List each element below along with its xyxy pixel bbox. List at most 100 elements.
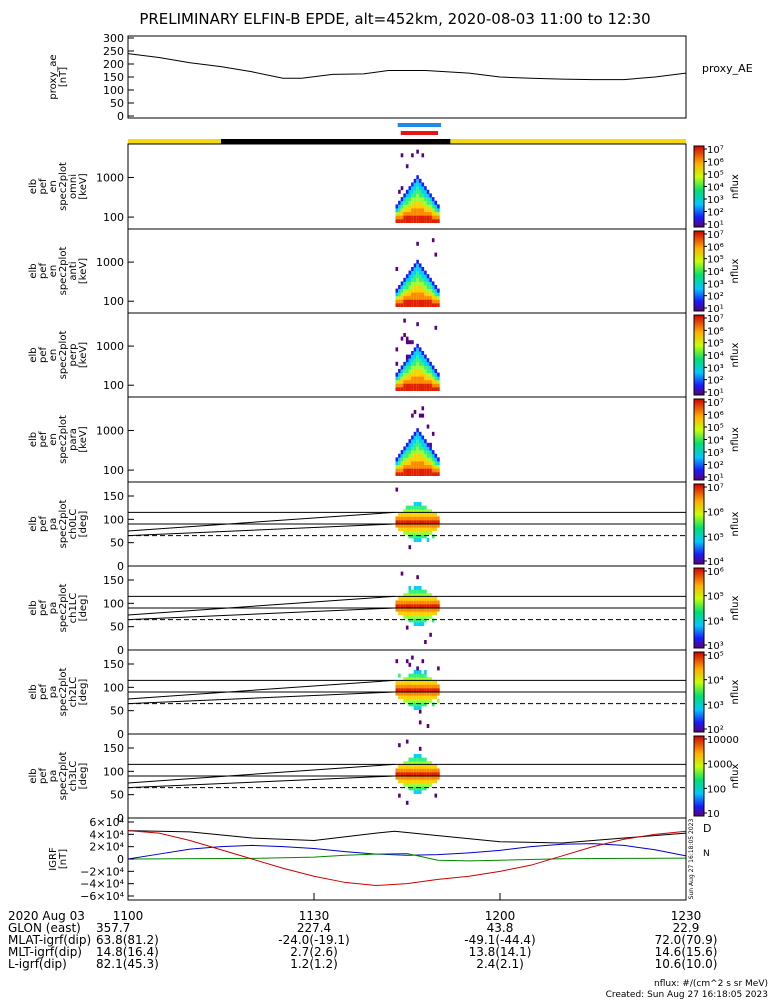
colorbar [693, 651, 705, 733]
heatmap-cell [398, 604, 401, 608]
loss-cone-curve [127, 523, 395, 537]
heatmap-cell [416, 688, 419, 692]
colorbar-tick-label: 10⁵ [707, 532, 724, 543]
heatmap-cell [403, 285, 406, 289]
heatmap-cell [434, 691, 438, 696]
heatmap-cell [426, 424, 430, 429]
heatmap-cell [431, 372, 435, 377]
heatmap-cell [411, 786, 414, 791]
heatmap-cell [431, 295, 435, 300]
y-tick-label: 150 [103, 71, 124, 84]
heatmap-cell [421, 379, 425, 384]
heatmap-cell [398, 303, 401, 307]
heatmap-cell [400, 464, 404, 469]
heatmap-cell [413, 790, 417, 794]
heatmap-cell [418, 611, 422, 616]
heatmap-cell [426, 200, 430, 205]
heatmap-cell [400, 200, 404, 205]
colorbar-tick-label: 10⁵ [707, 255, 724, 266]
heatmap-cell [395, 457, 399, 462]
heatmap-cell [426, 472, 430, 476]
time-tick-label: 1130 [299, 909, 330, 923]
heatmap-cell [411, 698, 414, 703]
heatmap-cell [408, 761, 412, 766]
ephemeris-value: 2.7(2.6) [290, 945, 338, 959]
heatmap-cell [426, 772, 430, 776]
heatmap-cell [416, 450, 419, 455]
heatmap-cell [437, 219, 440, 223]
heatmap-cell [434, 211, 438, 216]
heatmap-cell [405, 659, 409, 664]
heatmap-cell [421, 292, 425, 297]
heatmap-cell [413, 200, 417, 205]
heatmap-cell [413, 622, 417, 626]
heatmap-cell [437, 211, 440, 216]
heatmap-cell [416, 772, 419, 776]
heatmap-cell [434, 512, 438, 517]
heatmap-cell [431, 779, 435, 784]
heatmap-cell [429, 523, 432, 528]
heatmap-cell [421, 607, 425, 612]
status-bar-segment [221, 139, 451, 144]
heatmap-cell [429, 761, 432, 766]
heatmap-cell [421, 277, 425, 282]
heatmap-cell [413, 611, 417, 616]
igrf-right-label-n: N [703, 849, 710, 859]
heatmap-cells [395, 739, 440, 805]
heatmap-cell [416, 295, 419, 300]
heatmap-cell [408, 215, 412, 220]
heatmap-cell [411, 779, 414, 784]
heatmap-cell [405, 164, 409, 169]
heatmap-cell [421, 413, 425, 418]
heatmap-cell [418, 267, 422, 271]
heatmap-cell [416, 376, 419, 381]
heatmap-cell [426, 527, 430, 532]
heatmap-cell [434, 252, 438, 257]
heatmap-cell [408, 270, 412, 275]
y-tick-label: 1000 [96, 424, 124, 437]
heatmap-cell [398, 607, 401, 612]
heatmap-cell [418, 698, 422, 703]
heatmap-cell [413, 379, 417, 384]
heatmap-cell [411, 361, 414, 366]
heatmap-cell [416, 200, 419, 205]
heatmap-cell [418, 464, 422, 469]
heatmap-cell [411, 593, 414, 598]
heatmap-cell [418, 461, 422, 466]
heatmap-cell [416, 622, 419, 626]
heatmap-cell [426, 523, 430, 528]
heatmap-cell [421, 288, 425, 293]
heatmap-cell [418, 761, 422, 766]
heatmap-cell [403, 277, 406, 282]
heatmap-cell [400, 516, 404, 521]
heatmap-cell [398, 292, 401, 297]
colorbar-label: nflux [730, 342, 741, 367]
heatmap-cell [426, 215, 430, 220]
y-tick-label: 1000 [96, 340, 124, 353]
heatmap-cell [411, 775, 414, 780]
heatmap-cell [398, 285, 401, 289]
heatmap-cell [395, 768, 399, 773]
heatmap-cell [437, 387, 440, 391]
panel-ylabel-line: pa [48, 518, 59, 530]
footer-created: Created: Sun Aug 27 16:18:05 2023 [606, 990, 768, 1000]
heatmap-cell [400, 691, 404, 696]
heatmap-cell [437, 698, 440, 703]
y-tick-label: 50 [110, 705, 124, 718]
heatmap-cell [418, 361, 422, 366]
heatmap-cell [405, 688, 409, 692]
heatmap-cell [403, 295, 406, 300]
heatmap-cell [411, 702, 414, 707]
heatmap-cell [408, 369, 412, 373]
heatmap-cell [416, 764, 419, 769]
colorbar-label: nflux [730, 679, 741, 704]
heatmap-cell [405, 303, 409, 307]
colorbar-label: nflux [730, 511, 741, 536]
heatmap-cell [418, 274, 422, 279]
heatmap-cell [405, 520, 409, 524]
heatmap-cell [395, 520, 399, 524]
heatmap-cell [418, 790, 422, 794]
heatmap-cell [418, 450, 422, 455]
heatmap-cell [413, 593, 417, 598]
heatmap-cell [398, 764, 401, 769]
